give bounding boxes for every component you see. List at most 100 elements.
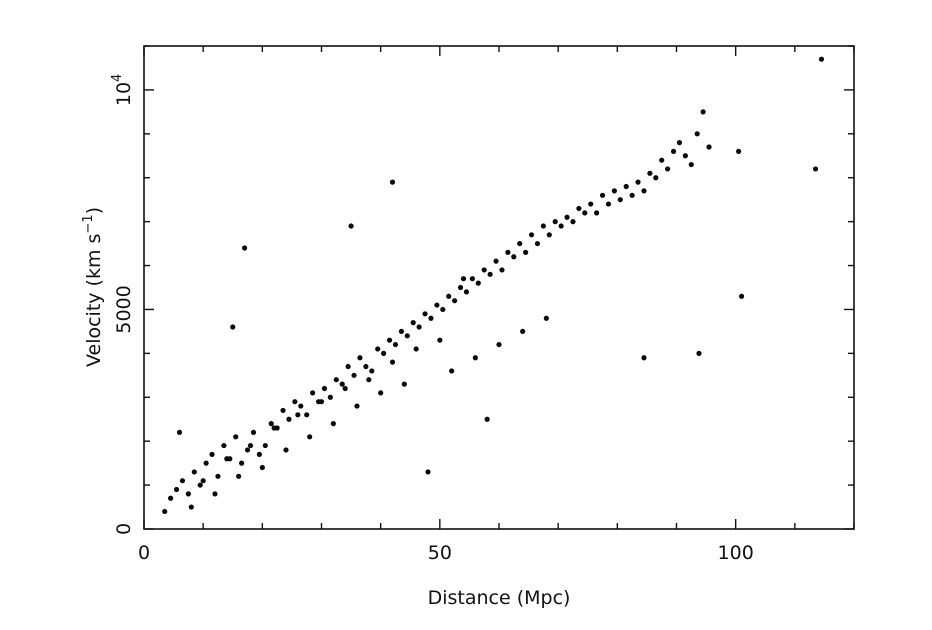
data-point bbox=[594, 210, 600, 216]
data-point bbox=[517, 240, 523, 247]
data-point bbox=[635, 179, 641, 185]
data-point bbox=[197, 482, 203, 488]
data-point bbox=[375, 346, 381, 352]
data-point bbox=[653, 175, 659, 181]
data-point bbox=[738, 293, 745, 299]
data-point bbox=[475, 280, 481, 286]
data-point bbox=[179, 478, 186, 484]
data-point bbox=[342, 385, 348, 392]
data-point bbox=[398, 328, 404, 335]
y-axis-title: Velocity (km s−1) bbox=[81, 207, 105, 367]
data-point bbox=[543, 315, 549, 321]
data-point bbox=[404, 333, 410, 339]
y-axis-title-close: ) bbox=[83, 207, 105, 214]
data-point bbox=[348, 223, 354, 229]
data-point bbox=[700, 109, 706, 115]
x-tick-label: 50 bbox=[428, 542, 452, 564]
data-point bbox=[665, 166, 671, 172]
data-point bbox=[339, 381, 345, 387]
data-point bbox=[534, 240, 541, 247]
y-axis-title-base: Velocity (km s bbox=[83, 234, 105, 367]
data-point bbox=[670, 148, 677, 154]
data-point bbox=[215, 473, 221, 479]
data-point bbox=[239, 460, 245, 466]
data-point bbox=[676, 140, 683, 146]
data-point bbox=[333, 377, 339, 383]
data-point bbox=[330, 421, 336, 427]
data-point bbox=[185, 491, 191, 497]
data-point bbox=[351, 372, 357, 378]
data-point bbox=[659, 157, 665, 163]
data-point bbox=[224, 456, 230, 462]
data-point bbox=[357, 355, 363, 361]
data-point bbox=[520, 328, 526, 335]
data-point bbox=[736, 148, 742, 154]
data-point bbox=[191, 469, 197, 475]
data-point bbox=[558, 223, 564, 229]
data-point bbox=[623, 183, 629, 190]
data-points bbox=[162, 56, 825, 515]
data-point bbox=[452, 298, 458, 304]
data-point bbox=[250, 429, 257, 435]
data-point bbox=[696, 350, 702, 356]
data-point bbox=[499, 267, 505, 273]
data-point bbox=[564, 214, 570, 220]
data-point bbox=[546, 232, 552, 238]
data-point bbox=[173, 486, 180, 493]
data-point bbox=[641, 355, 647, 361]
data-point bbox=[318, 399, 325, 405]
data-point bbox=[582, 210, 588, 216]
data-point bbox=[617, 197, 623, 203]
data-point bbox=[413, 346, 419, 352]
data-point bbox=[236, 473, 242, 479]
data-point bbox=[706, 144, 712, 150]
data-point bbox=[688, 161, 694, 168]
data-point bbox=[389, 359, 396, 365]
data-point bbox=[392, 341, 399, 348]
data-point bbox=[647, 170, 653, 176]
data-point bbox=[410, 320, 416, 326]
data-point bbox=[818, 56, 825, 62]
data-point bbox=[283, 447, 289, 453]
data-point bbox=[469, 276, 475, 282]
data-point bbox=[369, 368, 375, 374]
data-point bbox=[487, 271, 493, 277]
data-point bbox=[162, 508, 168, 515]
y-tick-label-exponent: 4 bbox=[110, 74, 125, 82]
data-point bbox=[307, 434, 313, 440]
data-point bbox=[505, 249, 511, 255]
data-point bbox=[481, 267, 487, 273]
data-point bbox=[428, 315, 434, 321]
y-tick-label-base: 5000 bbox=[113, 285, 135, 333]
data-point bbox=[310, 390, 316, 396]
data-point bbox=[241, 245, 248, 251]
data-point bbox=[200, 478, 206, 484]
data-point bbox=[540, 223, 546, 229]
data-point bbox=[552, 219, 558, 225]
data-point bbox=[247, 442, 254, 449]
axis-tick-labels: 0 50 100 0 5000 104 bbox=[110, 74, 754, 564]
data-point bbox=[484, 416, 490, 422]
data-point bbox=[599, 192, 606, 198]
data-point bbox=[212, 491, 218, 497]
data-point bbox=[605, 201, 612, 207]
data-point bbox=[588, 201, 594, 207]
x-axis-title: Distance (Mpc) bbox=[428, 587, 571, 609]
data-point bbox=[381, 350, 387, 356]
x-tick-label: 0 bbox=[138, 542, 150, 564]
data-point bbox=[446, 293, 452, 299]
data-point bbox=[321, 385, 328, 392]
data-point bbox=[576, 205, 582, 212]
data-point bbox=[472, 355, 478, 361]
data-point bbox=[386, 337, 393, 343]
plot-frame bbox=[143, 45, 855, 530]
data-point bbox=[460, 276, 467, 282]
data-point bbox=[188, 504, 194, 510]
data-point bbox=[230, 324, 236, 330]
data-point bbox=[511, 254, 517, 260]
data-point bbox=[523, 249, 529, 255]
data-point bbox=[363, 363, 369, 370]
data-point bbox=[401, 381, 407, 387]
data-point bbox=[416, 324, 422, 330]
